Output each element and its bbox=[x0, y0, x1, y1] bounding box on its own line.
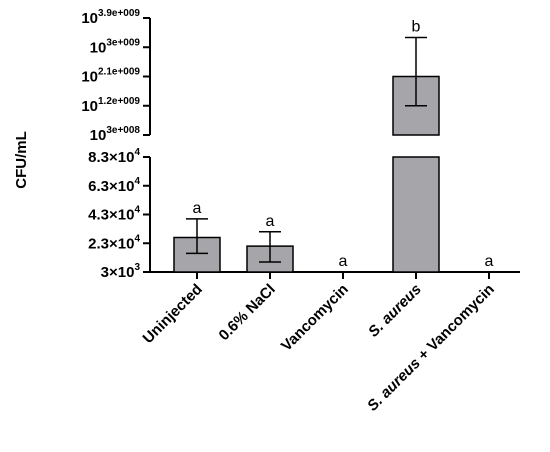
x-tick-label: Vancomycin bbox=[278, 281, 352, 355]
y-tick-labels: 3×103 2.3×104 4.3×104 6.3×104 8.3×104 103e+00… bbox=[81, 8, 140, 281]
y-axis-label: CFU/mL bbox=[13, 131, 30, 189]
significance-letter: b bbox=[412, 19, 421, 36]
bar bbox=[392, 156, 440, 273]
y-tick-label: 103e+009 bbox=[90, 37, 141, 56]
y-tick-label: 6.3×104 bbox=[88, 176, 140, 195]
bars bbox=[173, 75, 440, 273]
y-tick-label: 103.9e+009 bbox=[81, 8, 140, 27]
x-tick-label: Uninjected bbox=[140, 281, 206, 347]
significance-letter: a bbox=[266, 213, 275, 230]
x-tick-label: S. aureus + Vancomycin bbox=[364, 281, 498, 415]
significance-letter: a bbox=[485, 253, 494, 270]
significance-letters: a a a b a bbox=[193, 19, 494, 271]
x-tick-label: S. aureus bbox=[365, 281, 425, 341]
y-tick-label: 103e+008 bbox=[90, 125, 141, 144]
significance-letter: a bbox=[193, 200, 202, 217]
y-tick-label: 4.3×104 bbox=[88, 205, 140, 224]
x-tick-labels: Uninjected 0.6% NaCl Vancomycin S. aureusS.… bbox=[140, 281, 498, 415]
x-tick-label: 0.6% NaCl bbox=[216, 281, 279, 344]
y-tick-label: 8.3×104 bbox=[88, 147, 140, 166]
y-tick-label: 102.1e+009 bbox=[81, 67, 140, 86]
error-bars bbox=[186, 36, 427, 263]
y-tick-label: 2.3×104 bbox=[88, 233, 140, 252]
y-tick-label: 3×103 bbox=[101, 262, 141, 281]
y-tick-label: 101.2e+009 bbox=[81, 96, 140, 115]
significance-letter: a bbox=[339, 253, 348, 270]
